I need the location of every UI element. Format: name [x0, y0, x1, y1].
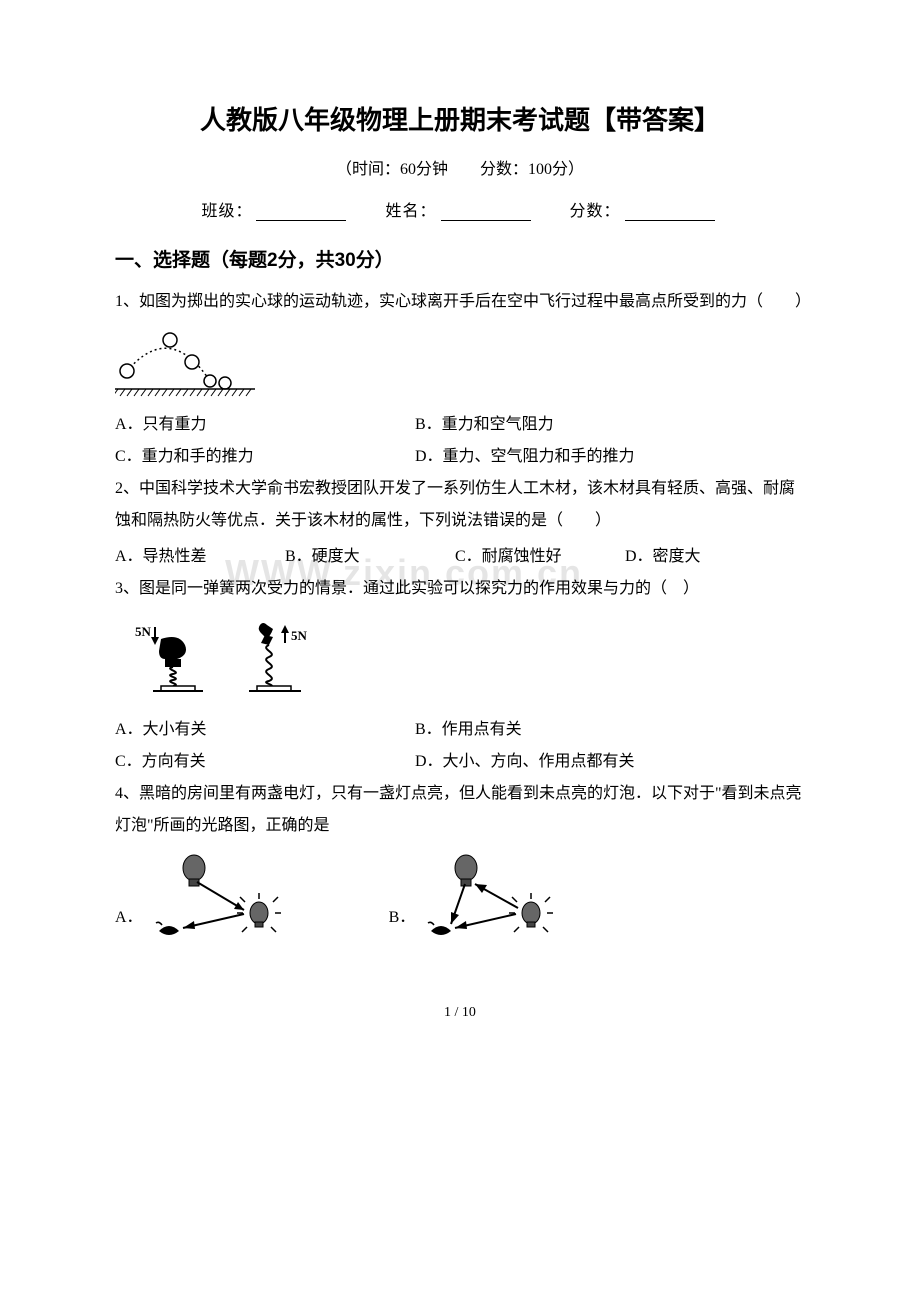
name-label: 姓名：	[385, 203, 436, 220]
q1-opt-d: D．重力、空气阻力和手的推力	[415, 441, 635, 473]
class-blank	[256, 220, 346, 221]
page-footer: 1 / 10	[115, 1005, 805, 1021]
q4-text: 4、黑暗的房间里有两盏电灯，只有一盏灯点亮，但人能看到未点亮的灯泡．以下对于"看…	[115, 778, 805, 842]
score-blank	[625, 220, 715, 221]
q4-opt-b-block: B．	[389, 850, 582, 945]
q3-label-right: 5N	[291, 628, 308, 643]
q1-options-row2: C．重力和手的推力 D．重力、空气阻力和手的推力	[115, 441, 805, 473]
q2-options-row: WWW.zixin.com.cn A．导热性差 B．硬度大 C．耐腐蚀性好 D．…	[115, 541, 805, 573]
q1-figure	[115, 326, 805, 401]
q1-opt-a: A．只有重力	[115, 409, 415, 441]
q4-opt-a-block: A．	[115, 850, 309, 945]
q4-opt-a: A．	[115, 903, 143, 927]
q2-opt-b: B．硬度大	[285, 541, 455, 573]
q3-opt-d: D．大小、方向、作用点都有关	[415, 746, 635, 778]
q1-text: 1、如图为掷出的实心球的运动轨迹，实心球离开手后在空中飞行过程中最高点所受到的力…	[115, 286, 805, 318]
q3-opt-a: A．大小有关	[115, 714, 415, 746]
q2-opt-d: D．密度大	[625, 541, 701, 573]
class-label: 班级：	[201, 203, 252, 220]
q3-opt-b: B．作用点有关	[415, 714, 522, 746]
score-label: 分数：	[570, 203, 621, 220]
q1-opt-b: B．重力和空气阻力	[415, 409, 554, 441]
q3-opt-c: C．方向有关	[115, 746, 415, 778]
q3-text: 3、图是同一弹簧两次受力的情景．通过此实验可以探究力的作用效果与力的（ ）	[115, 573, 805, 605]
q3-options-row2: C．方向有关 D．大小、方向、作用点都有关	[115, 746, 805, 778]
q1-options-row1: A．只有重力 B．重力和空气阻力	[115, 409, 805, 441]
q2-text: 2、中国科学技术大学俞书宏教授团队开发了一系列仿生人工木材，该木材具有轻质、高强…	[115, 473, 805, 537]
q1-opt-c: C．重力和手的推力	[115, 441, 415, 473]
doc-title: 人教版八年级物理上册期末考试题【带答案】	[115, 100, 805, 137]
q2-opt-c: C．耐腐蚀性好	[455, 541, 625, 573]
q3-label-left: 5N	[135, 624, 152, 639]
q3-figure: 5N 5N	[135, 619, 805, 704]
name-blank	[441, 220, 531, 221]
doc-timing: （时间：60分钟 分数：100分）	[115, 155, 805, 179]
q2-opt-a: A．导热性差	[115, 541, 285, 573]
section-1-header: 一、选择题（每题2分，共30分）	[115, 245, 805, 272]
q4-opt-b: B．	[389, 903, 416, 927]
q4-options-row: A．	[115, 850, 805, 945]
q3-options-row1: A．大小有关 B．作用点有关	[115, 714, 805, 746]
student-info-row: 班级： 姓名： 分数：	[115, 197, 805, 221]
